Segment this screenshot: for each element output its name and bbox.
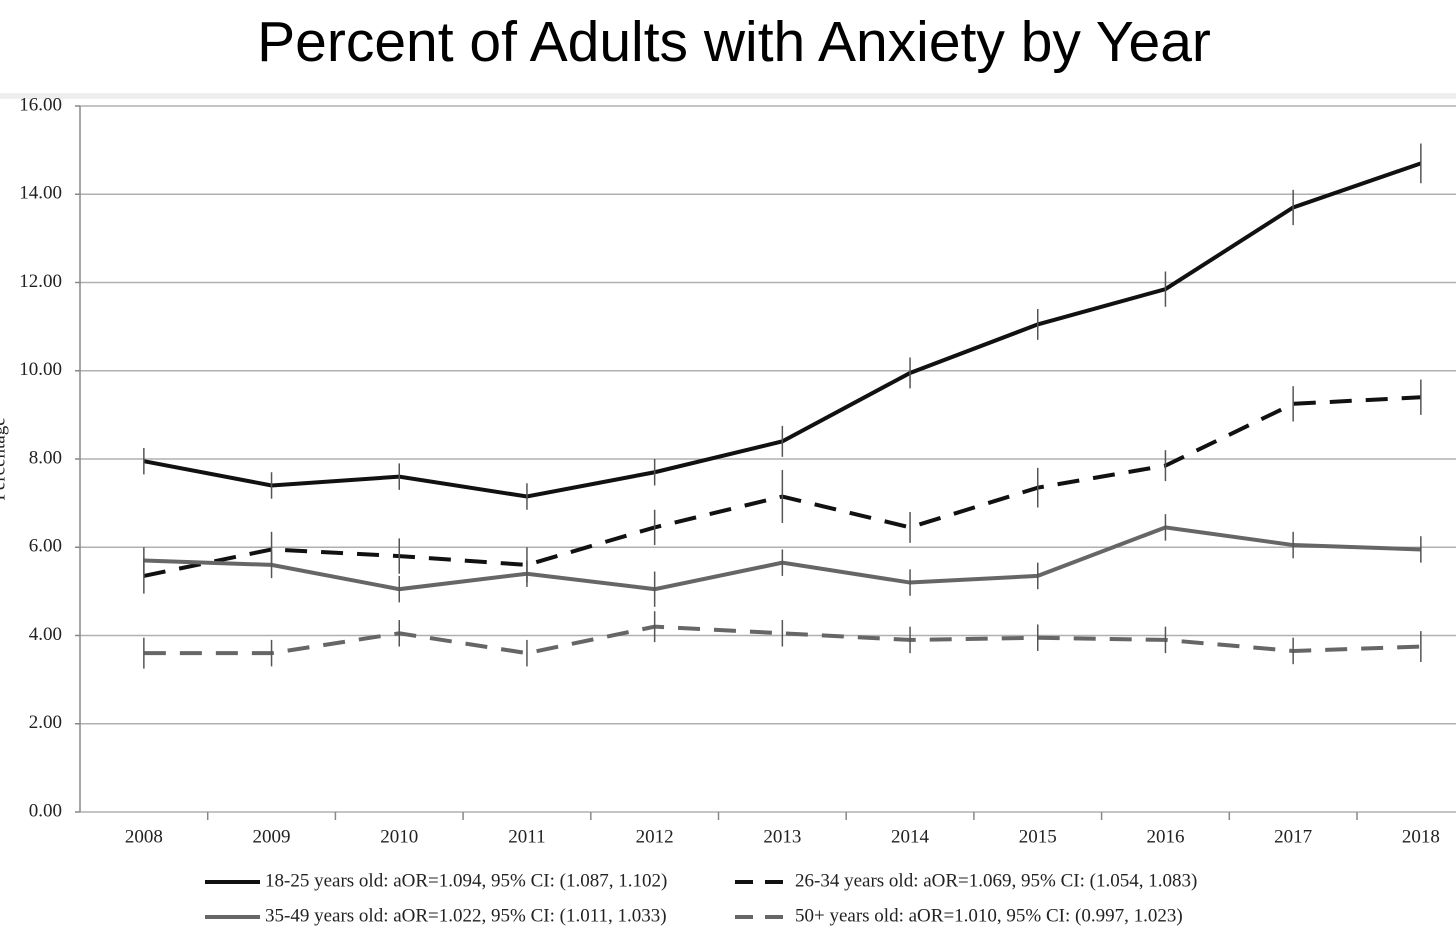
y-axis-title: Percentage (0, 417, 9, 500)
band (0, 93, 1456, 99)
y-tick-label: 10.00 (19, 359, 62, 380)
y-tick-label: 8.00 (29, 447, 62, 468)
x-tick-label: 2012 (636, 826, 674, 847)
x-tick-label: 2018 (1402, 826, 1440, 847)
legend-label: 18-25 years old: aOR=1.094, 95% CI: (1.0… (265, 870, 667, 891)
y-tick-label: 14.00 (19, 183, 62, 204)
x-tick-label: 2008 (125, 826, 163, 847)
chart-title: Percent of Adults with Anxiety by Year (257, 10, 1211, 74)
x-tick-label: 2016 (1146, 826, 1184, 847)
x-tick-label: 2009 (253, 826, 291, 847)
legend-label: 26-34 years old: aOR=1.069, 95% CI: (1.0… (795, 870, 1197, 891)
y-tick-label: 12.00 (19, 271, 62, 292)
x-tick-label: 2013 (763, 826, 801, 847)
legend-label: 35-49 years old: aOR=1.022, 95% CI: (1.0… (265, 905, 667, 926)
x-tick-label: 2010 (380, 826, 418, 847)
x-tick-label: 2014 (891, 826, 930, 847)
y-tick-label: 16.00 (19, 94, 62, 115)
x-tick-label: 2011 (508, 826, 545, 847)
y-tick-label: 0.00 (29, 800, 62, 821)
x-tick-label: 2017 (1274, 826, 1312, 847)
x-tick-label: 2015 (1019, 826, 1057, 847)
y-tick-label: 4.00 (29, 624, 62, 645)
legend-label: 50+ years old: aOR=1.010, 95% CI: (0.997… (795, 905, 1183, 926)
y-tick-label: 6.00 (29, 536, 62, 557)
y-tick-label: 2.00 (29, 712, 62, 733)
